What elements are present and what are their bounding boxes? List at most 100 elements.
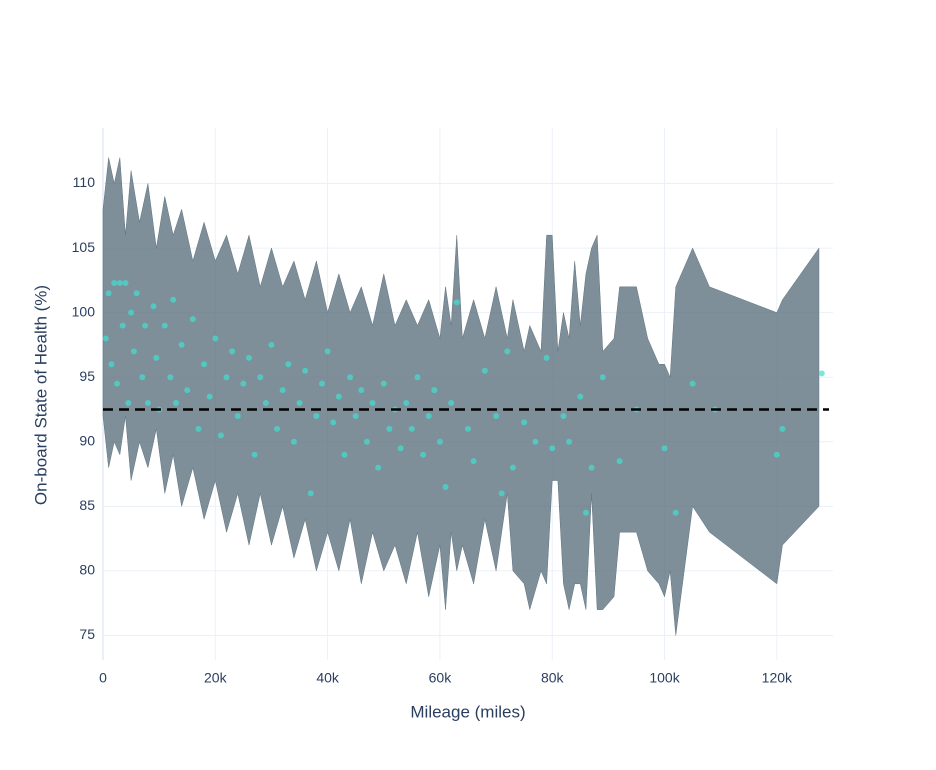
point [178,341,185,348]
point [144,400,151,407]
point [498,490,505,497]
point [532,438,539,445]
point [403,400,410,407]
point [108,361,115,368]
point [229,348,236,355]
point [170,296,177,303]
point [363,438,370,445]
point [369,400,376,407]
point [268,341,275,348]
point [543,354,550,361]
point [341,451,348,458]
point [240,380,247,387]
point [111,279,118,286]
point [599,374,606,381]
point [549,445,556,452]
point [307,490,314,497]
point [582,509,589,516]
point [223,374,230,381]
point [173,400,179,407]
point [114,380,121,387]
point [566,438,573,445]
point [779,425,786,432]
point [661,445,668,452]
point [481,367,488,374]
point [509,464,516,471]
y-axis-title: On-board State of Health (%) [31,285,50,505]
y-tick-label: 110 [73,174,96,190]
point [818,370,825,377]
point [380,380,387,387]
point [397,445,404,452]
x-tick-label: 100k [649,670,680,686]
point [375,464,382,471]
point [128,309,135,316]
point [302,367,309,374]
point [130,348,137,355]
point [119,322,126,329]
point [105,290,112,297]
point [560,412,567,419]
x-tick-label: 20k [204,670,228,686]
point [125,400,132,407]
point [212,335,219,342]
x-tick-label: 0 [99,670,107,686]
point [408,425,415,432]
point [296,400,303,407]
point [167,374,174,381]
point [504,348,511,355]
y-tick-label: 105 [72,239,96,255]
point [493,412,500,419]
point [279,387,286,394]
point [313,412,320,419]
point [420,451,427,458]
point [577,393,584,400]
point [139,374,146,381]
point [184,387,191,394]
point [521,419,528,426]
point [133,290,140,297]
point [442,483,449,490]
point [201,361,208,368]
y-tick-label: 85 [79,497,95,513]
point [470,458,477,465]
point [773,451,780,458]
point [324,348,331,355]
point [358,387,365,394]
point [246,354,252,361]
point [234,412,241,419]
point [330,419,337,426]
point [206,393,213,400]
point [150,303,157,310]
point [161,322,168,329]
point [386,425,393,432]
y-tick-label: 80 [79,562,95,578]
point [274,425,281,432]
y-tick-label: 100 [72,303,96,319]
point [616,458,623,465]
point [142,322,149,329]
x-tick-label: 80k [541,670,565,686]
point [217,432,224,439]
point [425,412,432,419]
point [122,279,129,286]
x-tick-label: 60k [429,670,453,686]
point [285,361,292,368]
point [102,335,109,342]
point [352,412,359,419]
point [431,387,438,394]
y-tick-label: 75 [79,626,95,642]
point [689,380,696,387]
point [290,438,297,445]
point [414,374,421,381]
point [257,374,264,381]
x-tick-label: 120k [762,670,793,686]
point [672,509,679,516]
point [319,380,325,387]
point [588,464,595,471]
point [195,425,202,432]
point [448,400,455,407]
point [436,438,443,445]
point [189,316,196,323]
